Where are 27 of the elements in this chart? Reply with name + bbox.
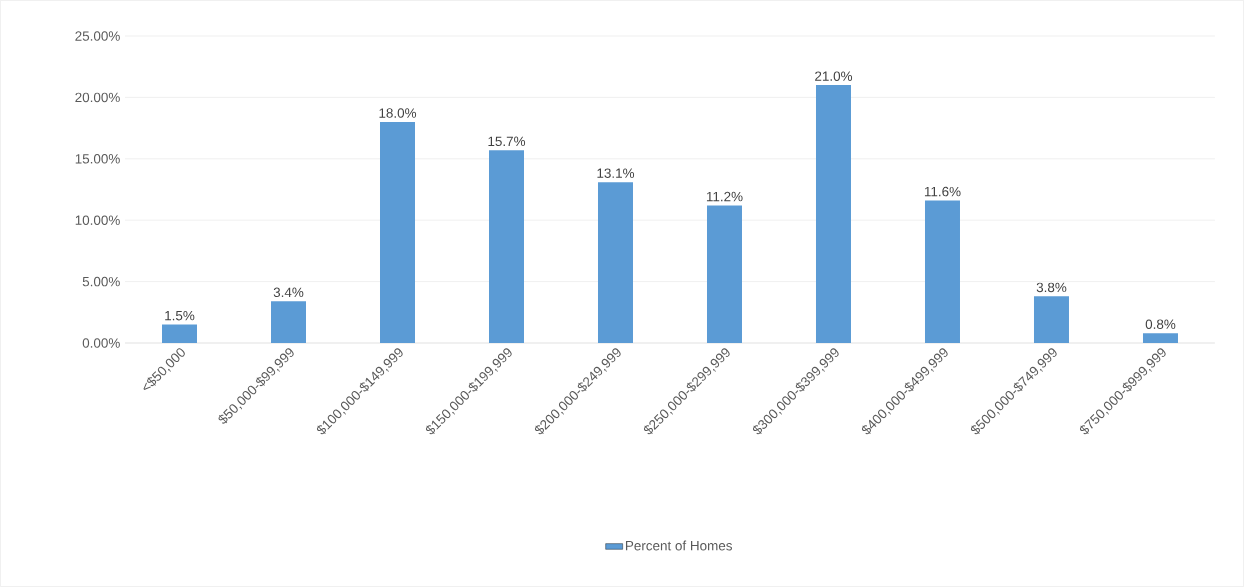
y-tick-label: 25.00% <box>75 31 120 41</box>
y-tick-label: 20.00% <box>75 92 120 103</box>
bar <box>924 200 960 343</box>
y-tick-label: 0.00% <box>82 338 120 348</box>
y-tick-label: 5.00% <box>82 276 120 287</box>
data-label: 13.1% <box>597 168 635 178</box>
bar <box>815 85 851 343</box>
data-label: 11.2% <box>706 191 743 202</box>
bar <box>1142 333 1178 343</box>
bar <box>1033 296 1069 343</box>
y-tick-label: 15.00% <box>75 154 120 164</box>
data-label: 18.0% <box>379 108 417 118</box>
data-label: 0.8% <box>1145 319 1176 329</box>
bar <box>380 121 415 343</box>
bar <box>597 182 633 343</box>
data-label: 3.4% <box>273 287 304 298</box>
data-label: 15.7% <box>488 136 526 147</box>
legend-label: Percent of Homes <box>625 540 733 551</box>
data-label: 1.5% <box>165 310 195 321</box>
data-label: 11.6% <box>924 186 961 197</box>
bar <box>489 150 524 343</box>
bar <box>271 301 306 343</box>
data-label: 21.0% <box>815 71 853 81</box>
bar <box>706 205 742 343</box>
bar <box>162 324 197 343</box>
y-tick-label: 10.00% <box>75 215 120 225</box>
data-label: 3.8% <box>1036 282 1067 293</box>
